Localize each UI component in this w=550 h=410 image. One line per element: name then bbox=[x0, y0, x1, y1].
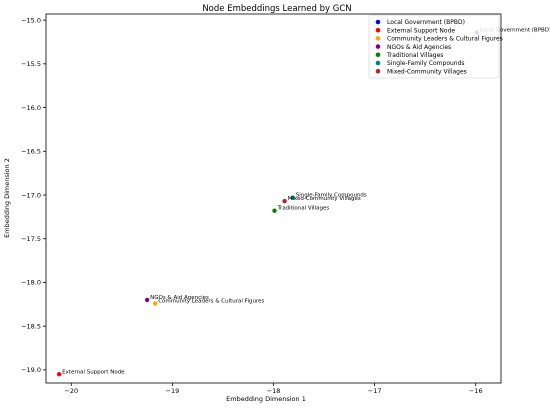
y-tick-label: −16.5 bbox=[21, 148, 41, 156]
y-tick-label: −15.5 bbox=[21, 60, 41, 68]
y-tick-label: −19.0 bbox=[21, 366, 41, 374]
legend-marker bbox=[375, 19, 381, 25]
point-label: Single-Family Compounds bbox=[296, 193, 367, 199]
legend-marker bbox=[375, 52, 381, 58]
point-label: Mixed-Community Villages bbox=[288, 196, 361, 202]
y-tick-label: −18.0 bbox=[21, 279, 41, 287]
x-tick-label: −20 bbox=[64, 387, 78, 395]
x-axis-label: Embedding Dimension 1 bbox=[226, 395, 306, 403]
x-tick-label: −17 bbox=[368, 387, 382, 395]
y-tick-label: −16.0 bbox=[21, 104, 41, 112]
legend-entry: External Support Node bbox=[387, 27, 455, 34]
point-label: Community Leaders & Cultural Figures bbox=[158, 298, 264, 304]
x-tick-label: −18 bbox=[267, 387, 281, 395]
point-label: Local Government (BPBD) bbox=[480, 27, 550, 33]
y-tick-label: −17.0 bbox=[21, 191, 41, 199]
data-point bbox=[144, 297, 150, 303]
y-tick-label: −18.5 bbox=[21, 322, 41, 330]
chart-title: Node Embeddings Learned by GCN bbox=[202, 4, 351, 14]
legend-marker bbox=[375, 60, 381, 66]
data-point bbox=[290, 195, 295, 200]
point-label: Traditional Villages bbox=[277, 206, 330, 212]
legend-marker bbox=[375, 27, 381, 33]
x-tick-label: −19 bbox=[166, 387, 180, 395]
data-point bbox=[282, 198, 287, 204]
legend-marker bbox=[375, 44, 381, 49]
point-label: NGOs & Aid Agencies bbox=[150, 295, 209, 301]
data-point bbox=[56, 372, 62, 377]
legend: Local Government (BPBD)External Support … bbox=[368, 14, 503, 79]
legend-entry: Community Leaders & Cultural Figures bbox=[387, 36, 503, 43]
legend-entry: Local Government (BPBD) bbox=[387, 19, 465, 26]
legend-entry: Mixed-Community Villages bbox=[387, 68, 467, 75]
legend-entry: Traditional Villages bbox=[386, 52, 443, 59]
legend-marker bbox=[375, 36, 381, 41]
y-tick-label: −15.0 bbox=[21, 16, 41, 24]
data-point bbox=[153, 301, 158, 306]
legend-entry: Single-Family Compounds bbox=[387, 60, 465, 67]
point-label: External Support Node bbox=[62, 369, 125, 375]
y-axis-label: Embedding Dimension 2 bbox=[3, 158, 11, 238]
data-point bbox=[272, 208, 277, 213]
x-tick-label: −16 bbox=[469, 387, 483, 395]
legend-box bbox=[368, 14, 500, 79]
y-tick-label: −17.5 bbox=[21, 235, 41, 243]
legend-entry: NGOs & Aid Agencies bbox=[387, 44, 451, 51]
legend-marker bbox=[375, 68, 381, 74]
